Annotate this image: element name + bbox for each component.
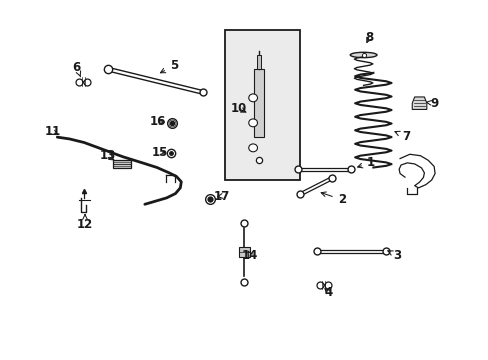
Text: 10: 10 bbox=[230, 102, 246, 115]
Bar bbox=[256, 55, 261, 69]
Ellipse shape bbox=[248, 119, 257, 127]
Text: 5: 5 bbox=[160, 59, 178, 73]
Text: 2: 2 bbox=[321, 192, 345, 206]
Bar bbox=[113, 160, 130, 168]
Bar bbox=[238, 247, 250, 257]
Bar bbox=[224, 30, 300, 180]
Text: 7: 7 bbox=[394, 130, 409, 143]
Bar bbox=[253, 69, 264, 137]
Text: 15: 15 bbox=[151, 146, 168, 159]
Text: 1: 1 bbox=[357, 156, 374, 169]
Text: 11: 11 bbox=[44, 125, 61, 138]
Ellipse shape bbox=[248, 94, 257, 102]
Ellipse shape bbox=[349, 52, 376, 58]
Polygon shape bbox=[411, 97, 426, 109]
Text: 3: 3 bbox=[387, 249, 401, 262]
Text: 12: 12 bbox=[77, 215, 93, 231]
Text: 4: 4 bbox=[324, 286, 332, 299]
Text: 13: 13 bbox=[99, 149, 115, 162]
Ellipse shape bbox=[248, 144, 257, 152]
Text: 17: 17 bbox=[213, 190, 229, 203]
Text: 6: 6 bbox=[73, 61, 81, 77]
Text: 8: 8 bbox=[365, 31, 373, 44]
Text: 9: 9 bbox=[426, 97, 437, 110]
Text: 14: 14 bbox=[242, 248, 258, 261]
Text: 16: 16 bbox=[149, 115, 166, 128]
